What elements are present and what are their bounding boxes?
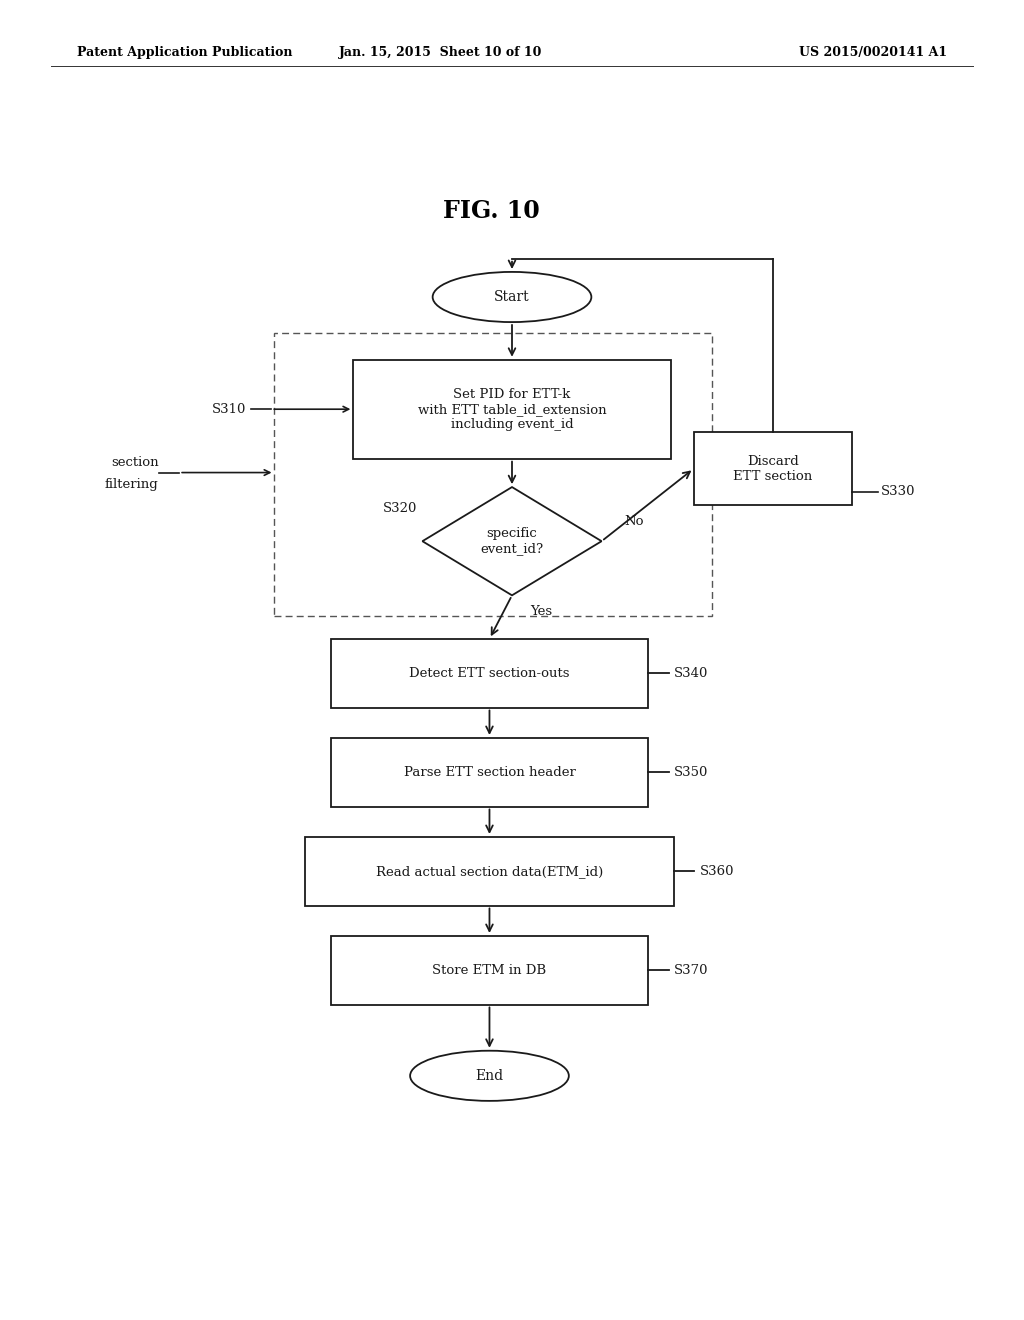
FancyBboxPatch shape: [331, 936, 648, 1005]
Text: Set PID for ETT-k
with ETT table_id_extension
including event_id: Set PID for ETT-k with ETT table_id_exte…: [418, 388, 606, 430]
Text: S320: S320: [383, 502, 418, 515]
Text: S330: S330: [881, 486, 915, 498]
Text: US 2015/0020141 A1: US 2015/0020141 A1: [799, 46, 947, 59]
Text: specific
event_id?: specific event_id?: [480, 527, 544, 556]
Text: End: End: [475, 1069, 504, 1082]
Text: section: section: [111, 455, 159, 469]
FancyBboxPatch shape: [331, 639, 648, 708]
Polygon shape: [422, 487, 602, 595]
Text: S360: S360: [699, 865, 734, 878]
FancyBboxPatch shape: [305, 837, 674, 906]
Ellipse shape: [432, 272, 592, 322]
Text: Parse ETT section header: Parse ETT section header: [403, 766, 575, 779]
Text: filtering: filtering: [105, 478, 159, 491]
Text: S310: S310: [211, 403, 246, 416]
FancyBboxPatch shape: [331, 738, 648, 807]
Text: S370: S370: [674, 964, 709, 977]
Text: Start: Start: [495, 290, 529, 304]
Text: Patent Application Publication: Patent Application Publication: [77, 46, 292, 59]
Text: Yes: Yes: [530, 605, 553, 618]
FancyBboxPatch shape: [694, 432, 852, 504]
Text: No: No: [625, 515, 644, 528]
Text: Read actual section data(ETM_id): Read actual section data(ETM_id): [376, 865, 603, 878]
Text: Store ETM in DB: Store ETM in DB: [432, 964, 547, 977]
Text: Detect ETT section-outs: Detect ETT section-outs: [410, 667, 569, 680]
Text: FIG. 10: FIG. 10: [443, 199, 540, 223]
FancyBboxPatch shape: [353, 360, 671, 459]
Text: S350: S350: [674, 766, 709, 779]
Ellipse shape: [410, 1051, 569, 1101]
Text: Discard
ETT section: Discard ETT section: [733, 454, 813, 483]
Text: Jan. 15, 2015  Sheet 10 of 10: Jan. 15, 2015 Sheet 10 of 10: [339, 46, 542, 59]
Text: S340: S340: [674, 667, 709, 680]
